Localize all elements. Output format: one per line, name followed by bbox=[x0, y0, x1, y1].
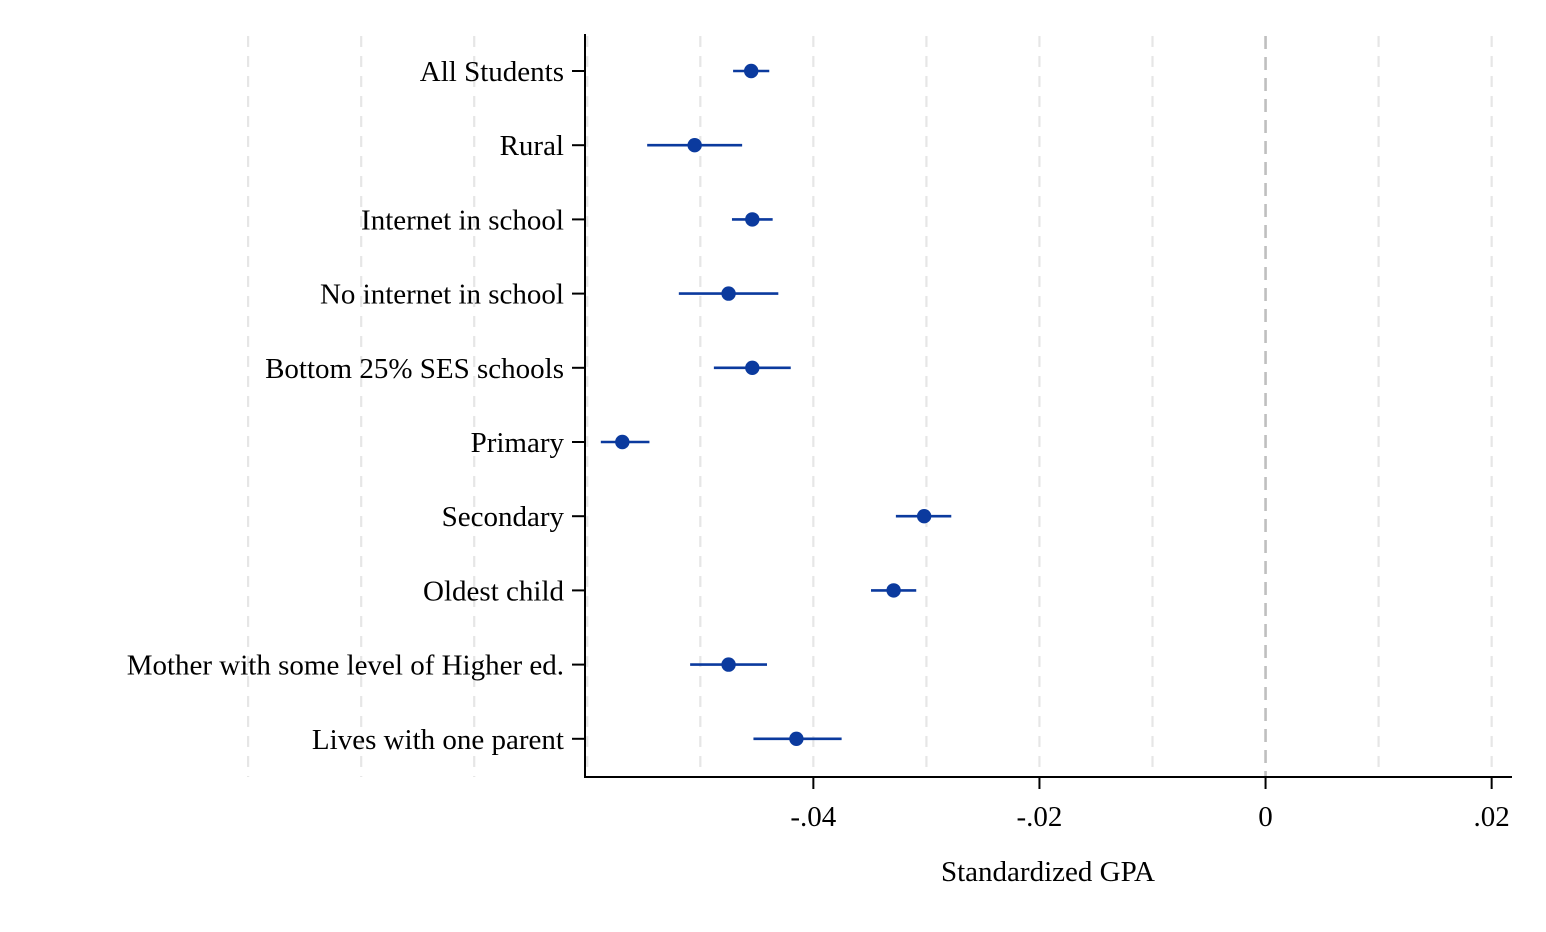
category-label: Rural bbox=[500, 130, 564, 162]
x-tick-label: 0 bbox=[1258, 801, 1273, 833]
category-label: Bottom 25% SES schools bbox=[265, 353, 564, 385]
category-label: Oldest child bbox=[423, 575, 564, 607]
point-estimate bbox=[615, 434, 630, 450]
data-marks bbox=[600, 63, 952, 746]
category-label: Secondary bbox=[442, 501, 565, 533]
category-labels: All Students Rural Internet in school No in… bbox=[127, 56, 565, 756]
category-label: Lives with one parent bbox=[312, 724, 564, 756]
x-tick-label: -.02 bbox=[1016, 801, 1062, 833]
point-estimate bbox=[687, 138, 702, 153]
point-estimate bbox=[745, 212, 760, 227]
category-label: Mother with some level of Higher ed. bbox=[127, 650, 564, 682]
category-label: All Students bbox=[420, 56, 564, 88]
point-estimate bbox=[721, 286, 736, 301]
x-tick-label: -.04 bbox=[790, 801, 836, 833]
point-estimate bbox=[745, 360, 760, 375]
category-label: Internet in school bbox=[361, 204, 564, 236]
grid-lines bbox=[247, 36, 1493, 777]
category-label: No internet in school bbox=[320, 279, 564, 311]
point-estimate bbox=[743, 63, 759, 79]
point-estimate bbox=[916, 509, 932, 524]
point-estimate bbox=[789, 731, 804, 746]
x-tick-label: .02 bbox=[1474, 801, 1510, 833]
point-estimate bbox=[886, 583, 901, 598]
axes: -.04 -.02 0 .02 bbox=[572, 34, 1512, 833]
point-estimate bbox=[721, 657, 736, 672]
category-label: Primary bbox=[471, 427, 565, 459]
x-axis-title: Standardized GPA bbox=[941, 856, 1155, 888]
